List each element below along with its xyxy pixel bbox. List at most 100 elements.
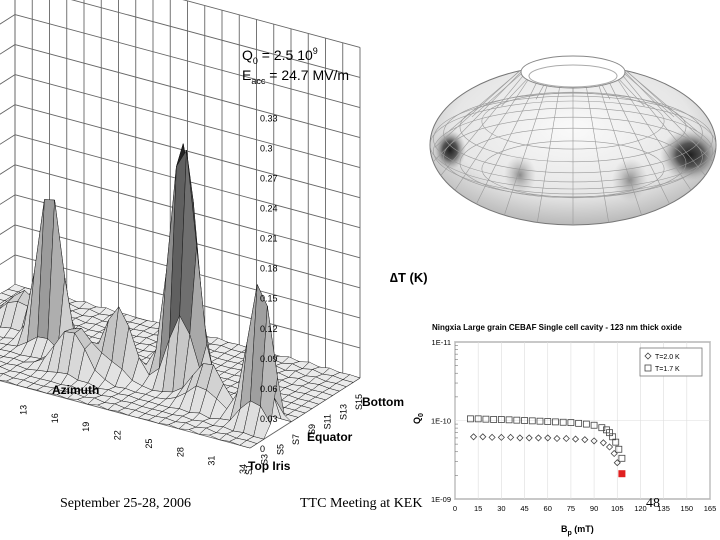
chart-y-label: Q0 xyxy=(412,413,425,424)
equator-label: Equator xyxy=(307,430,353,444)
z-tick-label: 0.09 xyxy=(260,354,278,364)
data-point-diamond xyxy=(553,434,561,443)
data-point-square xyxy=(612,438,620,446)
sensor-tick-label: S1 xyxy=(244,464,254,475)
data-point-square xyxy=(552,418,559,426)
legend-marker-diamond xyxy=(644,352,652,360)
data-point-diamond xyxy=(507,433,515,441)
sensor-axis-ticks: S1 S3 S5 S7 S9 S11 S13 S15 xyxy=(244,394,364,475)
z-tick-label: 0.21 xyxy=(260,234,278,244)
x-tick-label: 120 xyxy=(634,504,647,513)
eacc-annotation: Eacc = 24.7 MV/m xyxy=(242,67,349,86)
cavity-meridian-line xyxy=(598,85,645,224)
plot3d-surface xyxy=(0,143,361,449)
floor-edge xyxy=(0,380,251,449)
data-point-diamond xyxy=(469,433,478,441)
sensor-tick-label: S15 xyxy=(354,394,364,410)
surface-facet xyxy=(239,440,258,449)
footer-date: September 25-28, 2006 xyxy=(60,496,192,511)
chart-x-ticks: 0 15 30 45 60 75 90 105 120 135 150 165 xyxy=(453,504,716,513)
data-point-square xyxy=(513,416,521,424)
data-point-highlight xyxy=(618,470,626,478)
x-tick-label: 0 xyxy=(453,504,457,513)
chart-y-ticks: 1E-09 1E-10 1E-11 xyxy=(431,338,451,504)
data-point-diamond xyxy=(544,434,552,442)
cavity-meridian-line xyxy=(617,79,698,200)
legend-entry-17k: T=1.7 K xyxy=(655,366,680,373)
cavity-meridian-line xyxy=(622,75,712,183)
data-point-square xyxy=(582,420,590,428)
chart-gridlines xyxy=(454,341,711,500)
x-tick-label: 135 xyxy=(657,504,670,513)
footer-page-number: 48 xyxy=(646,496,660,511)
azimuth-tick-label: 28 xyxy=(175,447,185,457)
sensor-tick-label: S5 xyxy=(275,444,285,455)
top-iris-label: Top Iris xyxy=(248,459,291,473)
cavity-meridian-line xyxy=(434,75,524,183)
cavity-meridian-line xyxy=(586,87,611,225)
chart-title: Ningxia Large grain CEBAF Single cell ca… xyxy=(432,323,682,332)
data-point-square xyxy=(615,445,623,453)
x-tick-label: 75 xyxy=(567,504,575,513)
surface-facet xyxy=(0,355,5,359)
cavity-meridian-line xyxy=(448,79,529,200)
data-point-diamond xyxy=(479,433,487,441)
azimuth-tick-label: 31 xyxy=(207,456,217,466)
data-point-square xyxy=(467,415,474,423)
data-point-diamond xyxy=(525,434,533,442)
hot-spot-left xyxy=(434,130,466,170)
data-point-diamond xyxy=(497,433,505,441)
data-point-diamond xyxy=(534,434,543,442)
data-point-square xyxy=(505,416,513,424)
data-point-diamond xyxy=(581,436,589,444)
data-point-square xyxy=(474,415,482,423)
cavity-meridian-line xyxy=(448,65,529,132)
azimuth-tick-label: 19 xyxy=(81,422,91,432)
data-point-square xyxy=(598,424,606,432)
sensor-tick-label: S3 xyxy=(260,454,270,465)
azimuth-tick-label: 22 xyxy=(113,430,123,440)
z-tick-label: 0.3 xyxy=(260,143,273,153)
legend-marker-square xyxy=(644,364,652,372)
z-tick-label: 0 xyxy=(260,444,265,454)
y-tick-label: 1E-11 xyxy=(432,338,451,347)
data-point-diamond xyxy=(516,434,524,442)
data-point-square xyxy=(497,416,505,423)
z-tick-label: 0.03 xyxy=(260,414,278,424)
legend-entry-2k: T=2.0 K xyxy=(655,354,680,361)
y-tick-label: 1E-09 xyxy=(431,495,451,504)
z-tick-label: 0.15 xyxy=(260,294,278,304)
cavity-meridian-line xyxy=(471,83,537,214)
azimuth-tick-label: 34 xyxy=(238,464,248,474)
cavity-meridian-line xyxy=(609,83,675,214)
data-point-diamond xyxy=(599,439,607,447)
chart-legend: T=2.0 K T=1.7 K xyxy=(639,347,703,377)
data-point-square xyxy=(482,415,490,423)
azimuth-axis-label: Azimuth xyxy=(52,383,99,397)
x-tick-label: 60 xyxy=(544,504,552,513)
data-point-square xyxy=(618,454,626,462)
cavity-beam-hole xyxy=(520,55,626,89)
z-tick-label: 0.06 xyxy=(260,384,278,394)
x-tick-label: 165 xyxy=(704,504,717,513)
cavity-meridian-line xyxy=(501,85,548,224)
z-tick-label: 0.24 xyxy=(260,204,278,214)
data-point-square xyxy=(536,417,544,425)
sensor-tick-label: S11 xyxy=(323,414,333,429)
sensor-tick-label: S9 xyxy=(307,424,317,435)
data-point-diamond xyxy=(590,437,598,445)
z-axis-label: ∆T (K) xyxy=(390,270,428,285)
z-tick-label: 0.12 xyxy=(260,324,278,334)
cavity-meridian-line xyxy=(535,87,560,225)
surface-facet xyxy=(0,299,6,304)
chart-x-label: Bp (mT) xyxy=(561,524,594,537)
y-tick-label: 1E-10 xyxy=(431,417,451,426)
data-point-square xyxy=(575,419,583,427)
x-tick-label: 45 xyxy=(520,504,528,513)
data-point-diamond xyxy=(605,443,614,451)
z-tick-label: 0.18 xyxy=(260,264,278,274)
